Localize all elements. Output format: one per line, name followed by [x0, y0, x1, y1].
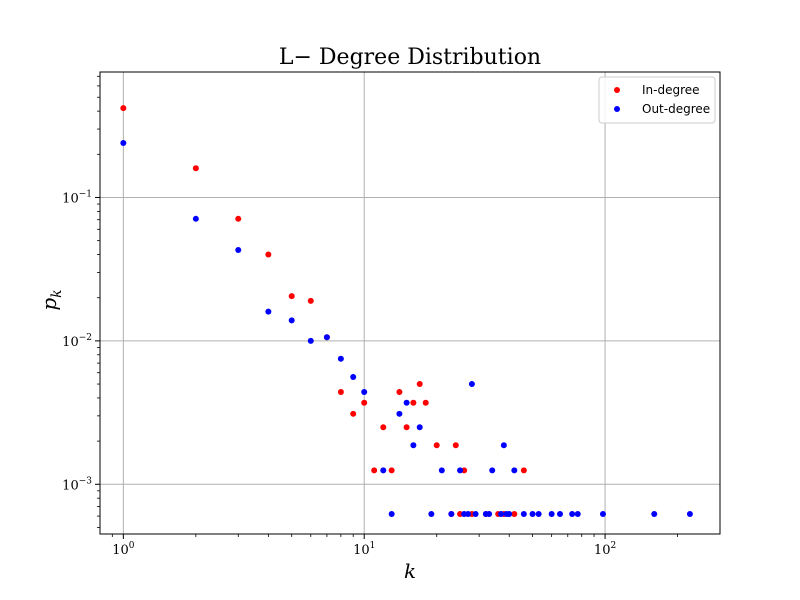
data-point — [498, 511, 505, 518]
data-point — [388, 467, 395, 474]
data-point — [416, 424, 423, 431]
x-axis-label: k — [404, 559, 416, 583]
data-point — [371, 467, 378, 474]
data-point — [388, 511, 395, 518]
data-point — [416, 381, 423, 388]
data-point — [686, 511, 693, 518]
axis-ticks: 100 101 102 10−3 10−2 10−1 — [62, 75, 678, 558]
data-point — [529, 511, 536, 518]
data-point — [448, 511, 455, 518]
legend-marker — [614, 106, 620, 112]
chart-title: L− Degree Distribution — [279, 45, 541, 70]
x-tick-label: 102 — [594, 541, 616, 558]
data-point — [500, 442, 507, 449]
x-tick-label: 100 — [112, 541, 135, 558]
x-tick-label: 101 — [353, 541, 375, 558]
plot-frame — [99, 71, 721, 535]
data-point — [511, 467, 518, 474]
data-point — [457, 511, 464, 518]
data-point — [557, 511, 564, 518]
legend-label: Out-degree — [642, 102, 710, 116]
data-point — [465, 511, 472, 518]
data-point — [307, 337, 314, 344]
data-point — [323, 334, 330, 341]
data-point — [468, 381, 475, 388]
data-point — [511, 511, 518, 518]
data-point — [422, 399, 429, 406]
y-axis-label: pk — [37, 289, 65, 310]
data-point — [574, 511, 581, 518]
data-point — [265, 308, 272, 315]
data-point — [380, 424, 387, 431]
grid-lines — [100, 72, 720, 534]
data-point — [520, 467, 527, 474]
data-point — [288, 317, 295, 324]
legend-entries: In-degree Out-degree — [614, 83, 710, 116]
legend-label: In-degree — [642, 83, 700, 97]
legend: In-degree Out-degree — [598, 76, 716, 124]
legend-marker — [614, 87, 620, 93]
data-point — [235, 247, 242, 254]
data-point — [350, 410, 357, 417]
data-point — [337, 355, 344, 362]
data-point — [350, 373, 357, 380]
data-point — [651, 511, 658, 518]
data-point — [396, 389, 403, 396]
y-tick-label: 10−1 — [62, 189, 92, 206]
data-point — [428, 511, 435, 518]
data-point — [472, 511, 479, 518]
data-point — [288, 293, 295, 300]
legend-box — [598, 76, 716, 124]
series-out-degree — [120, 139, 693, 518]
data-point — [380, 467, 387, 474]
data-point — [337, 389, 344, 396]
y-tick-label: 10−2 — [62, 333, 92, 350]
data-point — [410, 442, 417, 449]
data-point — [452, 442, 459, 449]
data-point — [265, 251, 272, 258]
data-point — [457, 467, 464, 474]
data-point — [520, 511, 527, 518]
data-point — [599, 511, 606, 518]
data-point — [486, 511, 493, 518]
data-point — [307, 297, 314, 304]
data-point — [192, 215, 199, 222]
data-point — [548, 511, 555, 518]
data-point — [361, 389, 368, 396]
data-point — [433, 442, 440, 449]
data-point — [410, 399, 417, 406]
data-point — [235, 215, 242, 222]
data-point — [396, 410, 403, 417]
data-points — [120, 105, 693, 518]
data-point — [438, 467, 445, 474]
data-point — [535, 511, 542, 518]
data-point — [489, 467, 496, 474]
data-point — [569, 511, 576, 518]
data-point — [192, 165, 199, 172]
y-tick-label: 10−3 — [62, 476, 92, 493]
data-point — [120, 139, 127, 146]
data-point — [403, 399, 410, 406]
data-point — [403, 424, 410, 431]
data-point — [361, 399, 368, 406]
data-point — [461, 467, 468, 474]
data-point — [120, 105, 127, 112]
data-point — [506, 511, 513, 518]
